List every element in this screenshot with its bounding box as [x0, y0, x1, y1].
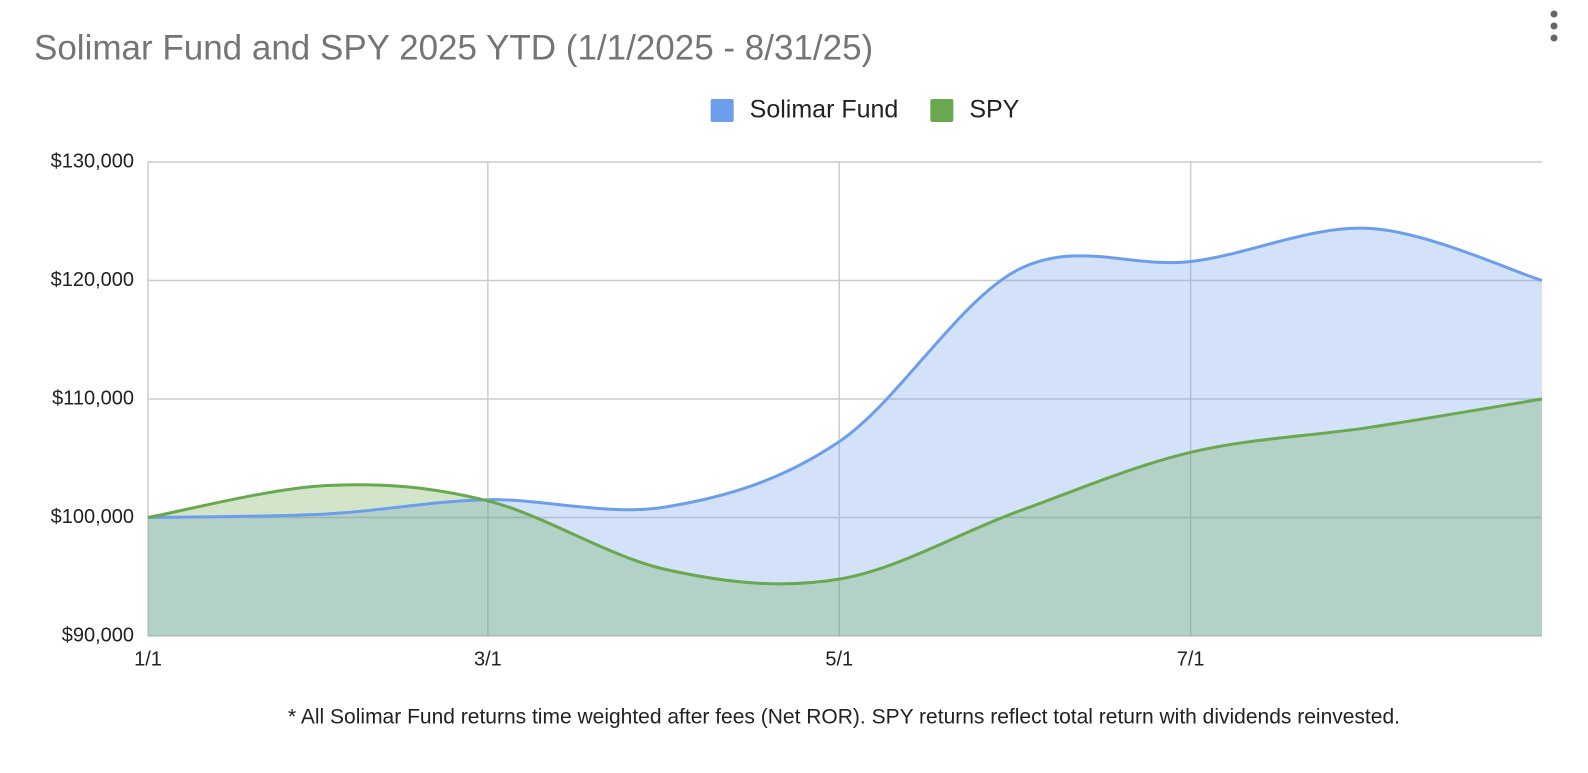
- footnote: * All Solimar Fund returns time weighted…: [288, 706, 1400, 729]
- menu-icon[interactable]: [1550, 10, 1558, 42]
- x-tick-label: 7/1: [1177, 648, 1205, 670]
- x-tick-label: 5/1: [825, 648, 853, 670]
- series-line: [147, 397, 1543, 586]
- legend: Solimar Fund SPY: [710, 96, 1020, 124]
- y-tick-label: $100,000: [51, 506, 134, 528]
- legend-label: Solimar Fund: [750, 96, 899, 124]
- x-tick-label: 1/1: [134, 648, 162, 670]
- legend-swatch: [930, 99, 954, 122]
- y-tick-label: $110,000: [52, 387, 134, 409]
- area-fill: [148, 399, 1542, 636]
- legend-swatch: [710, 99, 734, 122]
- menu-dot: [1550, 10, 1558, 18]
- menu-dot: [1550, 22, 1558, 30]
- series-line: [147, 226, 1543, 519]
- area-fill: [148, 228, 1542, 636]
- y-tick-label: $90,000: [62, 624, 134, 646]
- y-tick-label: $130,000: [51, 150, 134, 172]
- x-tick-label: 3/1: [474, 648, 502, 670]
- legend-label: SPY: [969, 96, 1019, 124]
- y-tick-label: $120,000: [51, 269, 134, 291]
- menu-dot: [1550, 34, 1558, 42]
- chart-title: Solimar Fund and SPY 2025 YTD (1/1/2025 …: [34, 28, 873, 67]
